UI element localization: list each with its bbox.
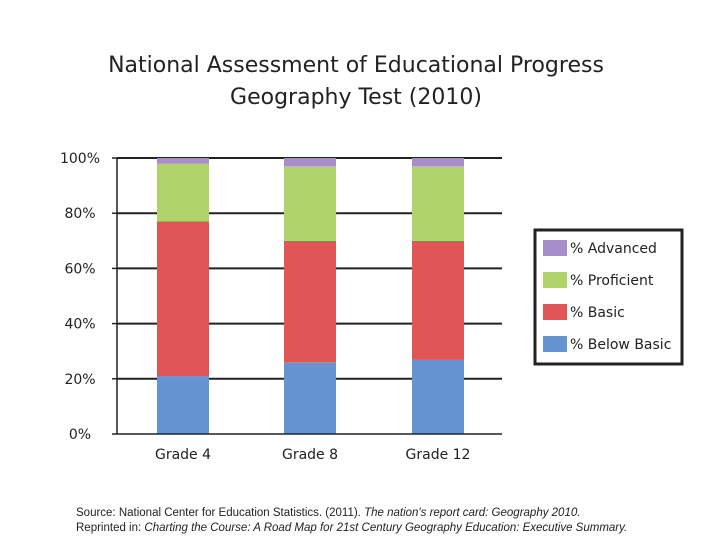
chart-title-line-1: National Assessment of Educational Progr… <box>108 53 604 78</box>
source-line-1-text: Source: National Center for Education St… <box>76 507 365 519</box>
bar-segment <box>157 221 209 377</box>
legend-label: % Basic <box>570 305 625 321</box>
source-line-1-title: The nation's report card: Geography 2010… <box>364 507 581 519</box>
chart-title-line-2: Geography Test (2010) <box>230 85 482 110</box>
legend-swatch <box>543 272 567 288</box>
x-tick-label: Grade 12 <box>406 447 471 463</box>
legend-label: % Advanced <box>570 241 657 257</box>
x-tick-label: Grade 4 <box>155 447 211 463</box>
bar-segment <box>284 362 336 434</box>
bar-segment <box>412 166 464 241</box>
bar-segment <box>412 158 464 167</box>
legend: % Advanced % Proficient % Basic % Below Bas… <box>533 228 684 366</box>
bars <box>157 158 464 434</box>
bar-segment <box>157 158 209 164</box>
bar-segment <box>412 359 464 434</box>
bar-segment <box>412 240 464 360</box>
stacked-bar-chart: 0% 20% 40% 60% 80% 100% Grade 4 Grade 8 Grade 1… <box>60 151 684 463</box>
y-tick-label: 60% <box>64 261 95 277</box>
source-line-2-title: Charting the Course: A Road Map for 21st… <box>144 522 628 534</box>
y-tick-label: 20% <box>64 372 95 388</box>
legend-swatch <box>543 304 567 320</box>
bar-segment <box>284 158 336 167</box>
bar-segment <box>284 166 336 241</box>
source-line-2-text: Reprinted in: <box>76 522 145 534</box>
legend-label: % Proficient <box>570 273 654 289</box>
y-tick-label: 0% <box>69 427 91 443</box>
chart-title: National Assessment of Educational Progr… <box>0 50 712 114</box>
bar-segment <box>284 240 336 363</box>
y-tick-label: 80% <box>64 206 95 222</box>
x-tick-label: Grade 8 <box>282 447 338 463</box>
y-tick-label: 40% <box>64 317 95 333</box>
legend-label: % Below Basic <box>570 337 671 353</box>
legend-swatch <box>543 336 567 352</box>
bar-segment <box>157 163 209 222</box>
legend-swatch <box>543 240 567 256</box>
source-line-1: Source: National Center for Education St… <box>76 506 716 521</box>
y-axis: 0% 20% 40% 60% 80% 100% <box>60 151 118 443</box>
source-line-2: Reprinted in: Charting the Course: A Roa… <box>76 521 716 536</box>
y-tick-label: 100% <box>60 151 100 167</box>
source-note: Source: National Center for Education St… <box>76 506 716 536</box>
x-axis: Grade 4 Grade 8 Grade 12 <box>117 433 502 463</box>
bar-segment <box>157 376 209 434</box>
